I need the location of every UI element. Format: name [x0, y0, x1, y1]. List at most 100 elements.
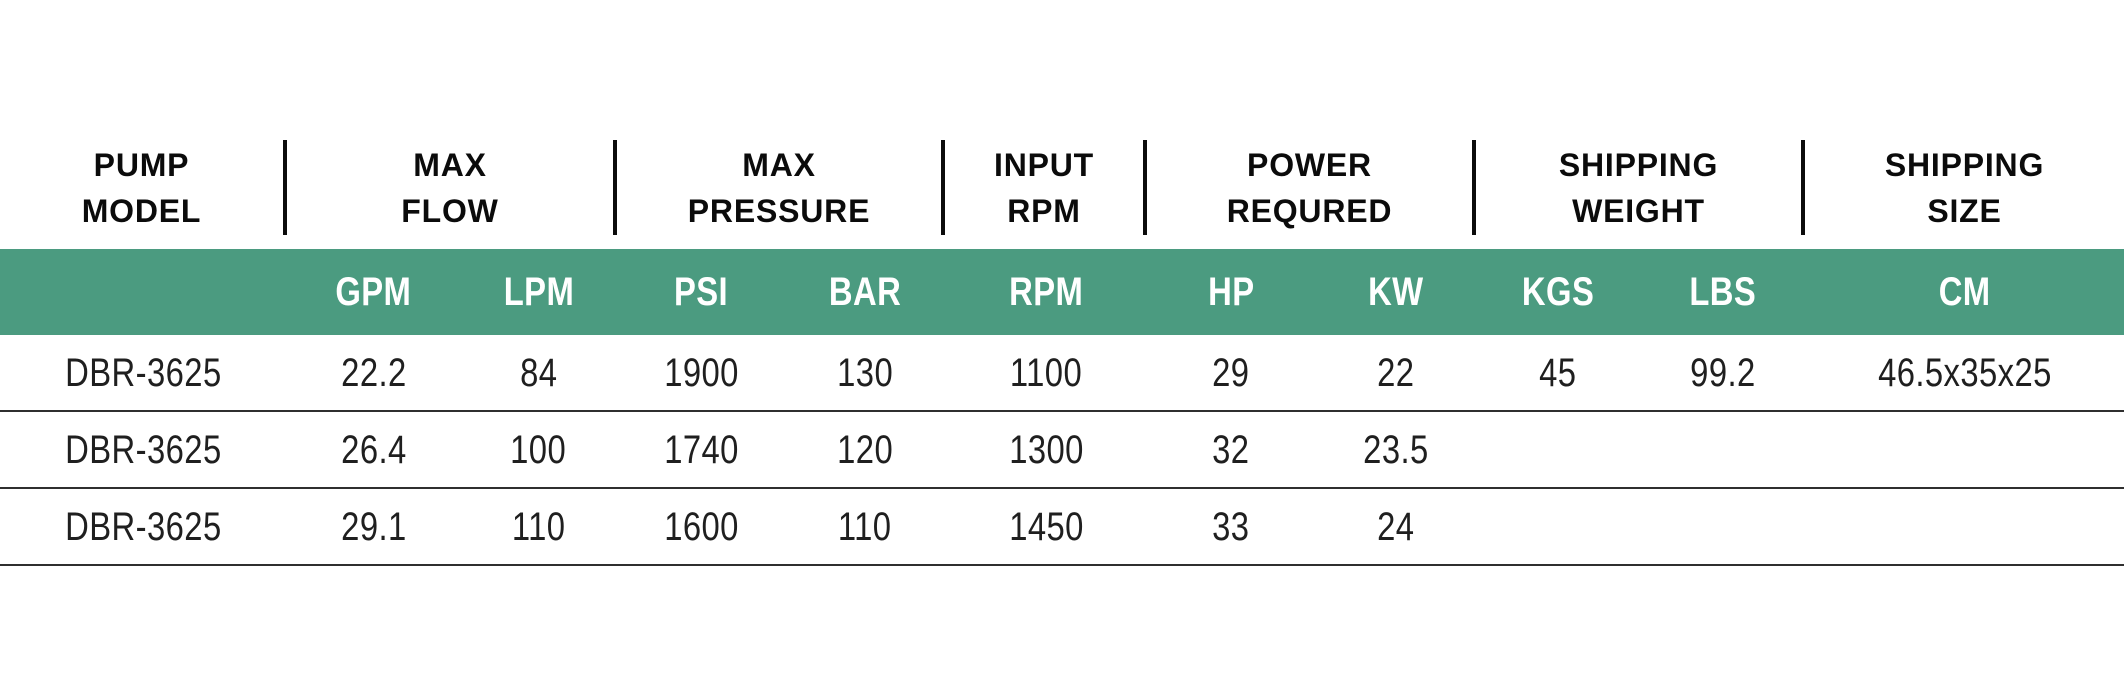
cell-value: 29: [1212, 350, 1250, 395]
cell-psi: 1600: [617, 489, 785, 564]
cell-bar: 120: [785, 412, 945, 487]
table-units-row: GPM LPM PSI BAR RPM HP KW KGS LBS CM: [0, 249, 2124, 335]
table-row: DBR-3625 29.1 110 1600 110 1450 33 24: [0, 489, 2124, 566]
header-line: MAX: [413, 146, 487, 183]
cell-value: 23.5: [1362, 427, 1429, 472]
cell-value: 84: [519, 350, 558, 395]
header-max-pressure: MAX PRESSURE: [617, 140, 945, 235]
header-pump-model: PUMP MODEL: [0, 140, 287, 235]
cell-value: DBR-3625: [65, 504, 222, 549]
cell-kgs: 45: [1476, 335, 1640, 410]
header-line: RPM: [1007, 192, 1081, 229]
cell-lbs: [1640, 412, 1805, 487]
cell-rpm: 1450: [945, 489, 1147, 564]
cell-value: 110: [511, 504, 566, 549]
header-line: PUMP: [93, 146, 190, 183]
unit-label: GPM: [335, 270, 412, 314]
cell-pump-model: DBR-3625: [0, 412, 287, 487]
header-line: MODEL: [81, 192, 202, 229]
header-power-required: POWER REQURED: [1147, 140, 1476, 235]
unit-label: HP: [1207, 270, 1255, 314]
cell-kgs: [1476, 489, 1640, 564]
cell-bar: 110: [785, 489, 945, 564]
unit-label: KW: [1367, 270, 1424, 314]
cell-shipping-size: 46.5x35x25: [1805, 335, 2124, 410]
cell-value: 45: [1539, 350, 1577, 395]
cell-value: 1100: [1009, 350, 1083, 395]
header-shipping-size: SHIPPING SIZE: [1805, 140, 2124, 235]
cell-hp: 29: [1147, 335, 1315, 410]
header-line: PRESSURE: [687, 192, 871, 229]
cell-gpm: 29.1: [287, 489, 460, 564]
cell-value: 32: [1212, 427, 1250, 472]
unit-cell-lpm: LPM: [460, 249, 617, 335]
unit-label: KGS: [1521, 270, 1595, 314]
cell-lpm: 100: [460, 412, 617, 487]
unit-label: CM: [1938, 270, 1991, 314]
unit-cell-gpm: GPM: [287, 249, 460, 335]
unit-cell-psi: PSI: [617, 249, 785, 335]
table-row: DBR-3625 22.2 84 1900 130 1100 29 22 45 …: [0, 335, 2124, 412]
unit-label: RPM: [1008, 270, 1084, 314]
cell-value: DBR-3625: [65, 427, 222, 472]
cell-value: 120: [837, 427, 893, 472]
cell-value: 29.1: [340, 504, 407, 549]
cell-rpm: 1300: [945, 412, 1147, 487]
unit-cell-empty: [0, 249, 287, 335]
unit-cell-kw: KW: [1315, 249, 1476, 335]
unit-cell-hp: HP: [1147, 249, 1315, 335]
unit-label: PSI: [673, 270, 729, 314]
header-input-rpm: INPUT RPM: [945, 140, 1147, 235]
header-line: WEIGHT: [1572, 192, 1705, 229]
cell-rpm: 1100: [945, 335, 1147, 410]
table-row: DBR-3625 26.4 100 1740 120 1300 32 23.5: [0, 412, 2124, 489]
header-shipping-weight: SHIPPING WEIGHT: [1476, 140, 1805, 235]
unit-cell-kgs: KGS: [1476, 249, 1640, 335]
cell-value: 1600: [663, 504, 739, 549]
cell-lbs: [1640, 489, 1805, 564]
cell-value: 1900: [663, 350, 739, 395]
cell-bar: 130: [785, 335, 945, 410]
header-line: MAX: [742, 146, 816, 183]
cell-lpm: 84: [460, 335, 617, 410]
table-group-header-row: PUMP MODEL MAX FLOW MAX PRESSURE INPUT R…: [0, 140, 2124, 235]
cell-value: 110: [838, 504, 892, 549]
cell-hp: 33: [1147, 489, 1315, 564]
cell-value: 22.2: [340, 350, 407, 395]
unit-cell-rpm: RPM: [945, 249, 1147, 335]
header-line: INPUT: [994, 146, 1094, 183]
unit-cell-lbs: LBS: [1640, 249, 1805, 335]
header-line: SHIPPING: [1884, 146, 2045, 183]
cell-pump-model: DBR-3625: [0, 335, 287, 410]
cell-lpm: 110: [460, 489, 617, 564]
cell-kgs: [1476, 412, 1640, 487]
cell-value: 99.2: [1689, 350, 1756, 395]
cell-value: 100: [510, 427, 567, 472]
cell-psi: 1740: [617, 412, 785, 487]
cell-value: 1740: [663, 427, 739, 472]
cell-gpm: 22.2: [287, 335, 460, 410]
header-line: REQURED: [1226, 192, 1393, 229]
cell-value: 33: [1212, 504, 1250, 549]
cell-gpm: 26.4: [287, 412, 460, 487]
cell-value: DBR-3625: [65, 350, 222, 395]
cell-kw: 24: [1315, 489, 1476, 564]
unit-cell-cm: CM: [1805, 249, 2124, 335]
header-line: POWER: [1247, 146, 1372, 183]
header-line: SIZE: [1927, 192, 2002, 229]
cell-shipping-size: [1805, 412, 2124, 487]
cell-value: 26.4: [340, 427, 407, 472]
cell-lbs: 99.2: [1640, 335, 1805, 410]
unit-label: LBS: [1689, 270, 1756, 314]
cell-value: 24: [1376, 504, 1415, 549]
unit-cell-bar: BAR: [785, 249, 945, 335]
cell-value: 1300: [1008, 427, 1084, 472]
cell-pump-model: DBR-3625: [0, 489, 287, 564]
cell-value: 46.5x35x25: [1877, 350, 2052, 395]
cell-value: 130: [837, 350, 893, 395]
cell-value: 1450: [1008, 504, 1084, 549]
cell-kw: 23.5: [1315, 412, 1476, 487]
cell-hp: 32: [1147, 412, 1315, 487]
header-line: SHIPPING: [1558, 146, 1719, 183]
